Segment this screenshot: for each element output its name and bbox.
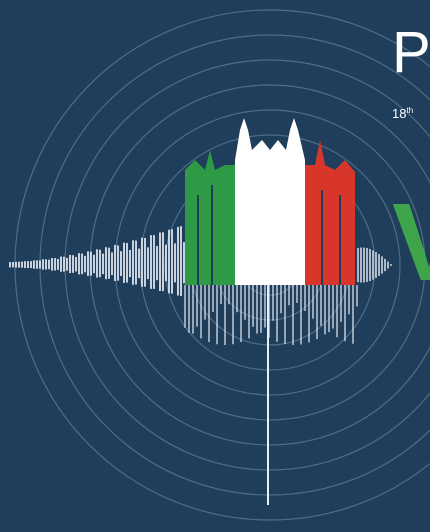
- green-band: [185, 150, 235, 285]
- red-band: [305, 140, 355, 285]
- accent-letter: V: [392, 181, 430, 304]
- waveform: [9, 226, 392, 345]
- white-band: [235, 118, 305, 285]
- band-lines: [197, 185, 341, 285]
- flag-cathedral: [185, 118, 355, 285]
- subtitle-suffix: th: [406, 106, 413, 115]
- subtitle: 18th: [392, 106, 413, 121]
- title: Pl: [392, 20, 430, 85]
- subtitle-number: 18: [392, 106, 406, 121]
